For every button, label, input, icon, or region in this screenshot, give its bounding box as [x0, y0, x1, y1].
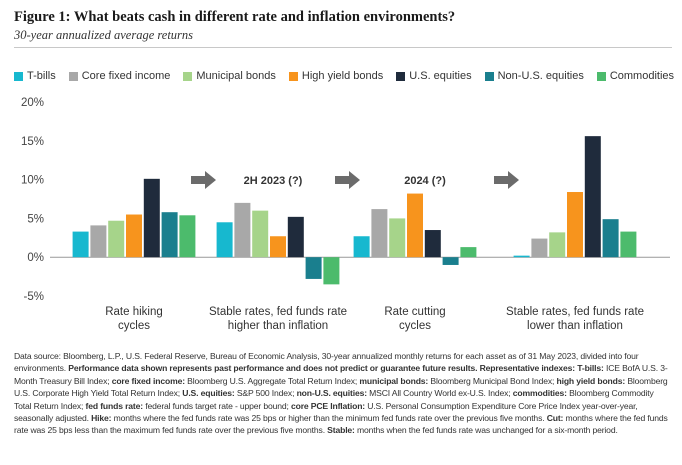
bar: [305, 257, 322, 279]
legend-label: T-bills: [27, 70, 56, 82]
bar: [179, 215, 196, 258]
footnote-text: Bloomberg Municipal Bond Index;: [428, 375, 557, 386]
footnote-text: Data source: Bloomberg, L.P., U.S. Feder…: [14, 351, 639, 374]
bar: [371, 209, 388, 258]
legend-item: Non-U.S. equities: [484, 70, 584, 82]
title-divider: [14, 47, 672, 48]
bar: [108, 220, 125, 258]
bar: [216, 222, 233, 258]
footnote-text: core fixed income:: [111, 375, 185, 386]
category-label: higher than inflation: [228, 320, 328, 332]
chart-title: Figure 1: What beats cash in different r…: [14, 9, 456, 25]
arrow-icon: [191, 171, 216, 189]
bar: [620, 231, 637, 258]
legend-item: T-bills: [14, 70, 56, 82]
legend-item: Commodities: [596, 70, 675, 82]
legend-swatch: [396, 71, 406, 81]
legend-label: High yield bonds: [301, 70, 384, 82]
footnote-text: Bloomberg U.S. Corporate High Yield Tota…: [14, 375, 668, 399]
category-label: Stable rates, fed funds rate: [506, 306, 644, 318]
y-tick-label: 10%: [21, 175, 44, 187]
footnote-text: months where the fed funds rate was 25 b…: [14, 413, 668, 436]
bar: [287, 216, 304, 258]
footnote-text: MSCI All Country World ex-U.S. Index;: [366, 388, 513, 399]
footnote-text: commodities:: [512, 388, 567, 399]
category-label: cycles: [118, 320, 150, 332]
bar: [72, 231, 89, 258]
legend-label: Core fixed income: [81, 70, 171, 82]
y-tick-label: 20%: [21, 97, 44, 109]
footnote-text: U.S. equities:: [182, 388, 235, 399]
y-tick-label: -5%: [24, 291, 44, 303]
legend-swatch: [183, 71, 193, 81]
footnote-text: fed funds rate:: [85, 400, 144, 411]
arrow-icon: [335, 171, 360, 189]
legend-item: Core fixed income: [68, 70, 171, 82]
arrow-icon: [494, 171, 519, 189]
bar: [126, 214, 142, 258]
footnote-text: Stable:: [327, 425, 355, 436]
bar: [513, 255, 530, 258]
bar: [143, 178, 160, 258]
footnote-text: ICE BofA U.S. 3-Month Treasury Bill Inde…: [14, 363, 668, 386]
footnote-text: core PCE Inflation:: [290, 400, 366, 411]
footnote-text: Bloomberg Commodity Total Return Index;: [14, 388, 654, 411]
footnote: Data source: Bloomberg, L.P., U.S. Feder…: [14, 350, 670, 437]
bar: [460, 247, 477, 258]
bar: [252, 210, 269, 258]
bar: [389, 218, 406, 258]
y-tick-label: 0%: [27, 252, 44, 264]
footnote-text: months when the fed funds rate was uncha…: [354, 425, 618, 436]
footnote-text: Cut:: [546, 413, 564, 424]
footnote-text: U.S. Personal Consumption Expenditure Co…: [14, 400, 638, 424]
bar: [602, 219, 619, 258]
footnote-text: municipal bonds:: [359, 375, 429, 386]
bar: [90, 225, 107, 258]
footnote-text: S&P 500 Index;: [234, 388, 297, 399]
category-label: Rate cutting: [384, 306, 445, 318]
legend-label: Commodities: [609, 70, 675, 82]
annotation-label: 2024 (?): [404, 175, 446, 187]
legend-swatch: [68, 71, 78, 81]
category-label: cycles: [399, 320, 431, 332]
category-label: Rate hiking: [105, 306, 163, 318]
bar: [161, 212, 178, 258]
bar: [323, 257, 340, 285]
bar: [549, 232, 566, 258]
bar: [270, 236, 286, 258]
y-tick-label: 5%: [27, 213, 44, 225]
category-label: lower than inflation: [527, 320, 623, 332]
footnote-text: Bloomberg U.S. Aggregate Total Return In…: [184, 375, 360, 386]
legend-swatch: [288, 71, 298, 81]
footnote-text: non-U.S. equities:: [296, 388, 368, 399]
legend-label: Non-U.S. equities: [497, 70, 584, 82]
legend: T-bills Core fixed income Municipal bonds H…: [14, 70, 682, 82]
footnote-text: Performance data shown represents past p…: [68, 363, 604, 374]
annotation-label: 2H 2023 (?): [244, 175, 303, 187]
legend-item: Municipal bonds: [183, 70, 276, 82]
footnote-text: federal funds target rate - upper bound;: [142, 400, 291, 411]
footnote-text: months where the fed funds rate was 25 b…: [111, 413, 547, 424]
legend-swatch: [14, 71, 23, 81]
bar-chart: -5% 0% 5% 10% 15% 20% Rate hiking cycles Stable …: [21, 97, 670, 332]
legend-swatch: [596, 71, 606, 81]
bar: [531, 238, 548, 258]
legend-label: U.S. equities: [409, 70, 472, 82]
legend-item: High yield bonds: [288, 70, 384, 82]
footnote-text: Hike:: [91, 413, 112, 424]
bar: [442, 257, 459, 265]
y-tick-label: 15%: [21, 136, 44, 148]
bar: [353, 236, 370, 258]
legend-swatch: [484, 71, 494, 81]
category-label: Stable rates, fed funds rate: [209, 306, 347, 318]
bar: [234, 202, 251, 258]
bar: [584, 136, 601, 258]
legend-label: Municipal bonds: [196, 70, 276, 82]
legend-item: U.S. equities: [396, 70, 472, 82]
footnote-text: high yield bonds:: [556, 375, 626, 386]
bar: [424, 230, 441, 258]
chart-subtitle: 30-year annualized average returns: [14, 28, 194, 42]
bar: [407, 193, 423, 258]
bar: [567, 192, 583, 258]
